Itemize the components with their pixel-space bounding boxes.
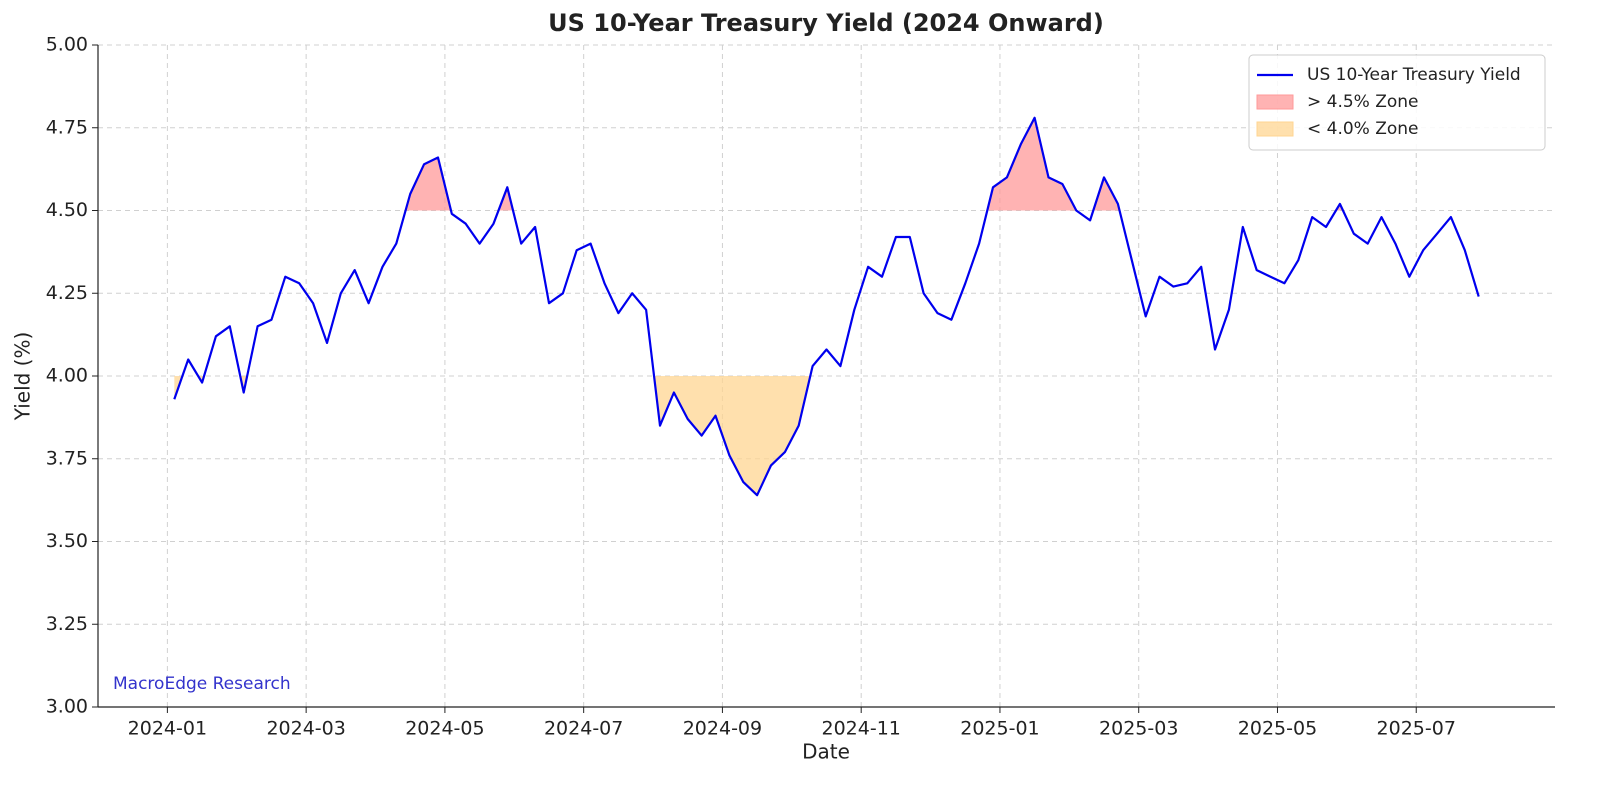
x-tick-label: 2024-09 (683, 718, 762, 740)
x-tick-label: 2024-11 (821, 718, 900, 740)
y-tick-label: 4.25 (46, 282, 88, 304)
zone-area (174, 117, 1479, 211)
y-tick-label: 4.50 (46, 199, 88, 221)
y-tick-label: 5.00 (46, 34, 88, 56)
y-tick-label: 4.75 (46, 116, 88, 138)
x-tick-label: 2025-07 (1377, 718, 1456, 740)
y-tick-label: 3.75 (46, 447, 88, 469)
line (173, 116, 1480, 497)
zone-area (174, 376, 1479, 496)
legend-swatch (1256, 121, 1294, 137)
annotation: MacroEdge Research (113, 674, 291, 694)
chart-title: US 10-Year Treasury Yield (2024 Onward) (548, 9, 1104, 37)
y-axis-label: Yield (%) (11, 332, 35, 422)
x-tick-label: 2025-01 (960, 718, 1039, 740)
x-tick-label: 2024-07 (544, 718, 623, 740)
x-tick-label: 2025-03 (1099, 718, 1178, 740)
y-tick-label: 3.25 (46, 613, 88, 635)
y-tick-label: 4.00 (46, 365, 88, 387)
legend-label: > 4.5% Zone (1307, 92, 1419, 112)
x-tick-label: 2025-05 (1238, 718, 1317, 740)
x-axis-label: Date (802, 740, 850, 764)
legend-label: US 10-Year Treasury Yield (1307, 65, 1521, 85)
legend-swatch (1256, 94, 1294, 110)
x-tick-label: 2024-01 (128, 718, 207, 740)
legend-box (1248, 54, 1546, 151)
y-tick-label: 3.50 (46, 530, 88, 552)
legend-label: < 4.0% Zone (1307, 119, 1419, 139)
y-tick-label: 3.00 (46, 696, 88, 718)
x-tick-label: 2024-03 (266, 718, 345, 740)
x-tick-label: 2024-05 (405, 718, 484, 740)
